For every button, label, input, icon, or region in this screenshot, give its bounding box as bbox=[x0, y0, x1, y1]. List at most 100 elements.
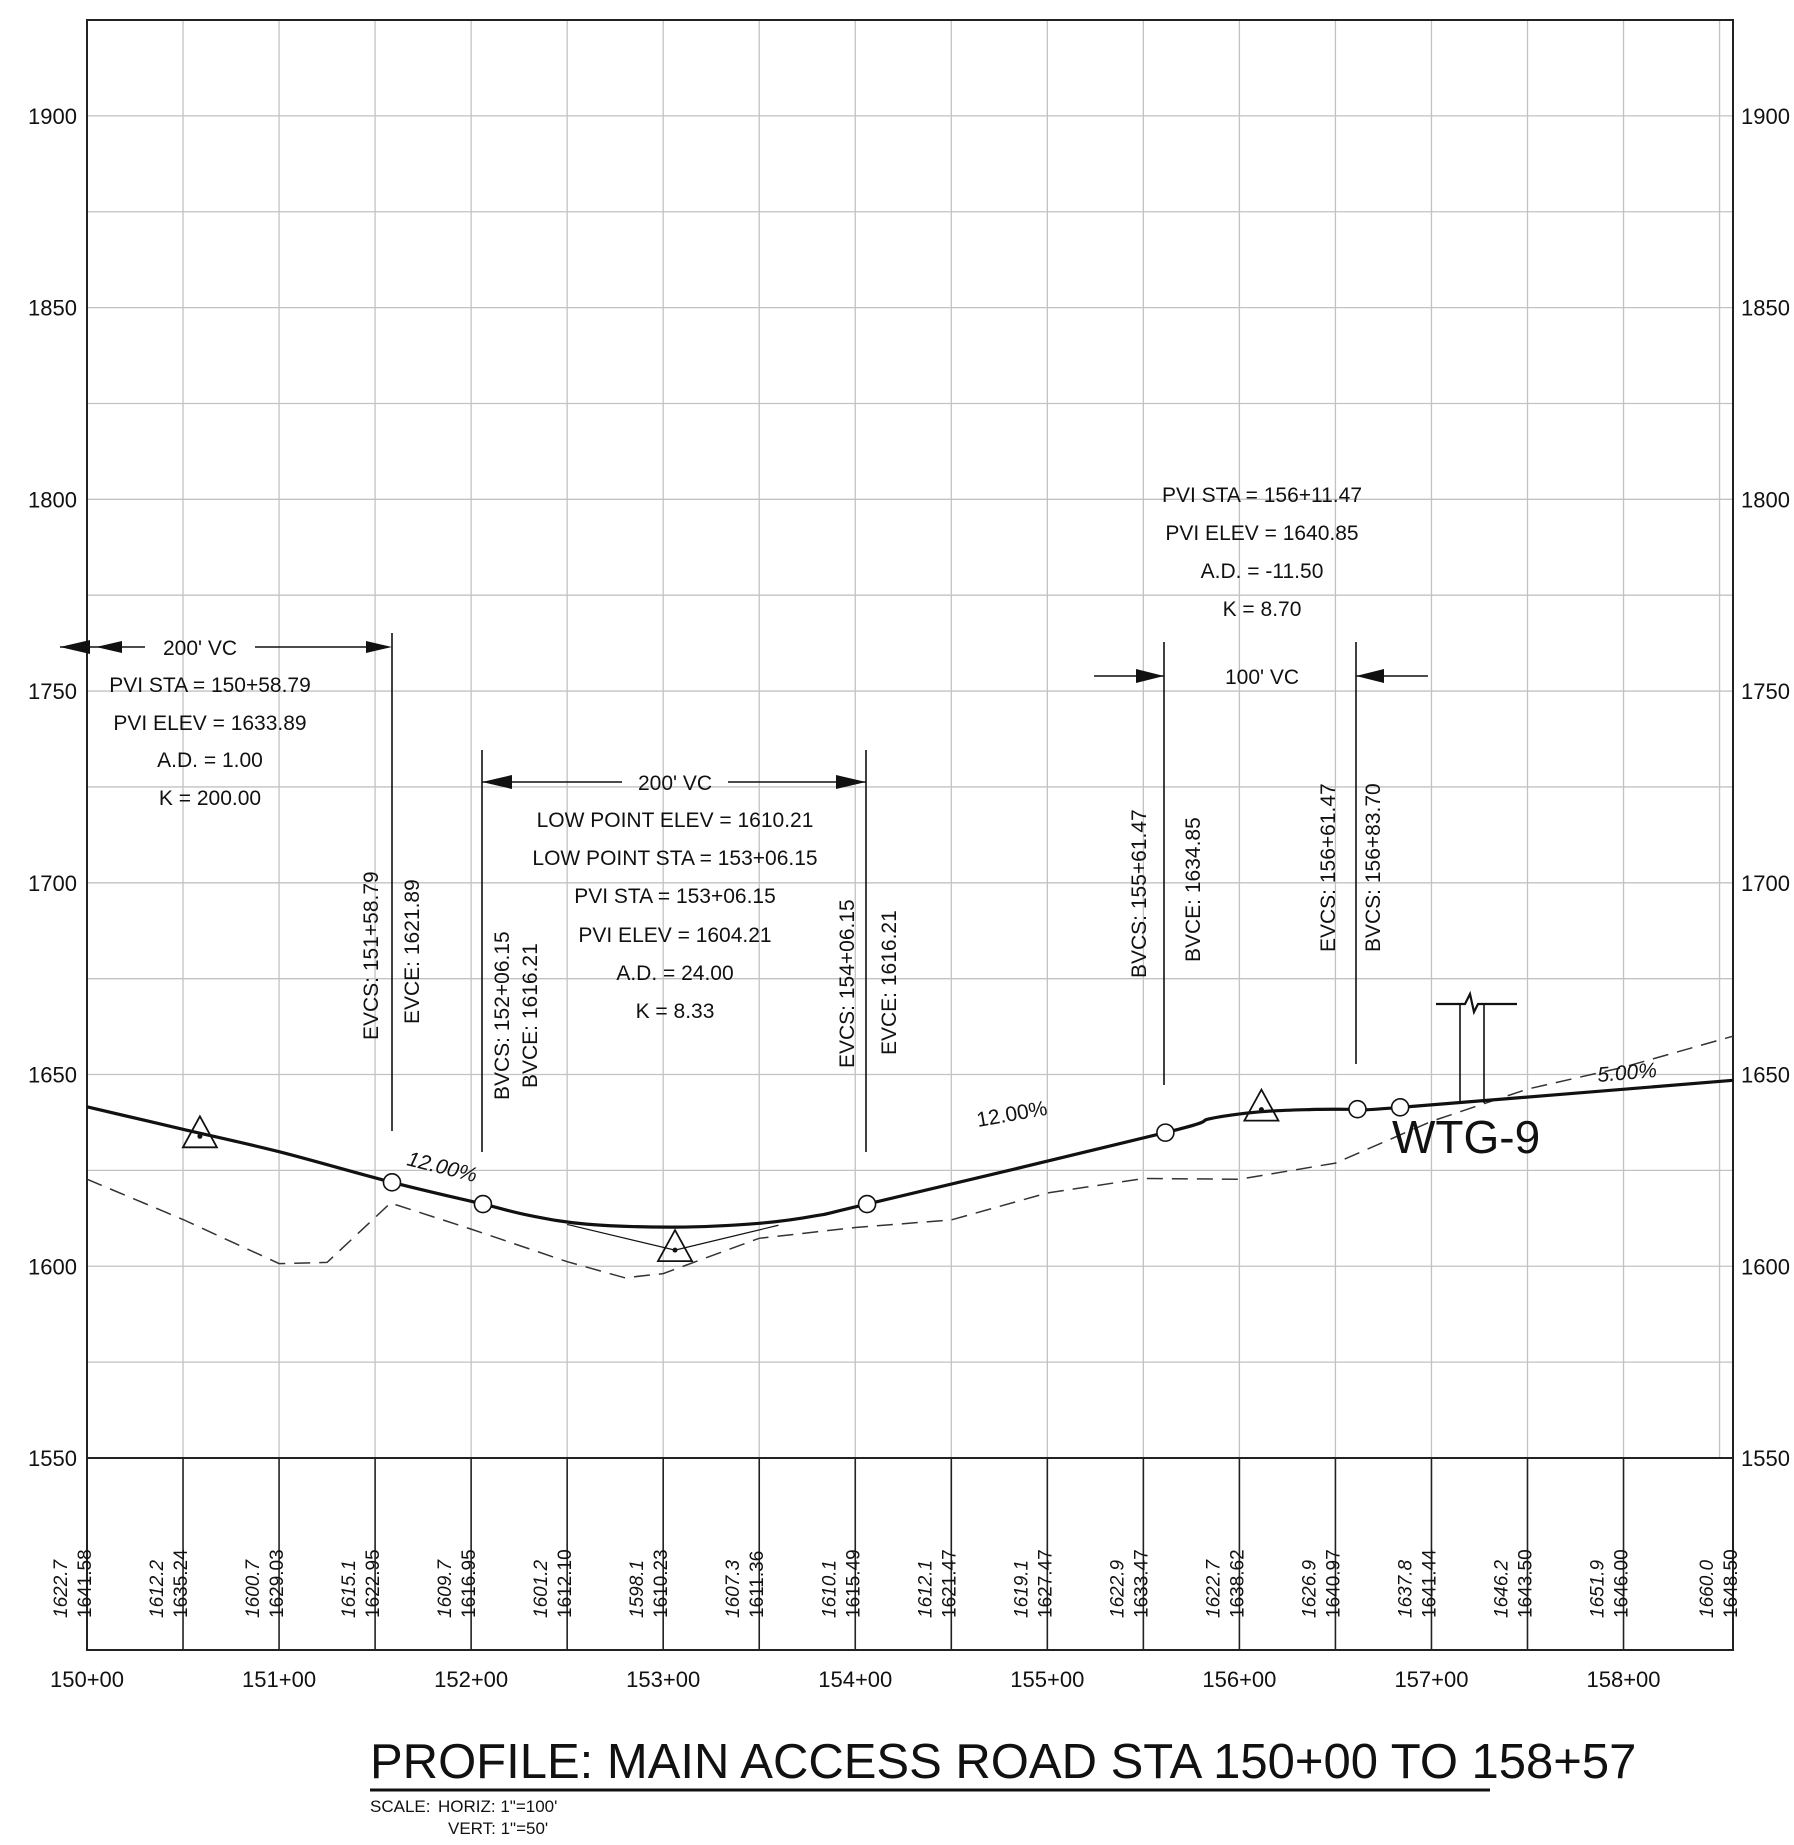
table-existing-elev: 1626.9 bbox=[1299, 1559, 1320, 1618]
x-tick-label: 155+00 bbox=[1010, 1667, 1084, 1692]
table-proposed-elev: 1646.00 bbox=[1612, 1549, 1633, 1618]
x-tick-label: 152+00 bbox=[434, 1667, 508, 1692]
y-tick-label-left: 1650 bbox=[28, 1063, 77, 1088]
curve2-k: K = 8.33 bbox=[636, 1000, 715, 1023]
table-proposed-elev: 1612.10 bbox=[555, 1549, 576, 1618]
scale-vert: VERT: 1"=50' bbox=[448, 1819, 548, 1838]
y-tick-label-left: 1900 bbox=[28, 104, 77, 129]
sag-tangent-right bbox=[674, 1224, 779, 1251]
y-tick-label-right: 1700 bbox=[1741, 871, 1790, 896]
table-proposed-elev: 1621.47 bbox=[939, 1549, 960, 1618]
evcs-151-label: EVCS: 151+58.79 bbox=[360, 871, 383, 1040]
table-proposed-elev: 1648.50 bbox=[1721, 1549, 1742, 1618]
table-existing-elev: 1600.7 bbox=[243, 1558, 264, 1618]
existing-ground-line bbox=[86, 1035, 1734, 1279]
table-existing-elev: 1615.1 bbox=[339, 1560, 360, 1618]
table-existing-elev: 1637.8 bbox=[1395, 1559, 1416, 1618]
y-tick-label-left: 1550 bbox=[28, 1446, 77, 1471]
evcs-154-label: EVCS: 154+06.15 bbox=[836, 899, 859, 1068]
table-existing-elev: 1622.9 bbox=[1107, 1559, 1128, 1618]
scale-heading: SCALE: bbox=[370, 1797, 430, 1816]
evcs-156-label: EVCS: 156+61.47 bbox=[1317, 783, 1340, 952]
x-tick-label: 156+00 bbox=[1202, 1667, 1276, 1692]
table-existing-elev: 1622.7 bbox=[1203, 1558, 1224, 1618]
curve3-k: K = 8.70 bbox=[1223, 598, 1302, 621]
table-existing-elev: 1619.1 bbox=[1011, 1560, 1032, 1618]
grid-lines: 1550 1550 1600 1600 1650 1650 1700 1700 1750 1750… bbox=[28, 19, 1790, 1471]
curve3-pvi-elev: PVI ELEV = 1640.85 bbox=[1165, 522, 1358, 545]
grade-label-2: 12.00% bbox=[975, 1097, 1049, 1132]
curve2-low-point-sta: LOW POINT STA = 153+06.15 bbox=[532, 847, 817, 870]
table-proposed-elev: 1643.50 bbox=[1515, 1549, 1536, 1618]
bvcs-155-label: BVCS: 155+61.47 bbox=[1128, 809, 1151, 978]
x-tick-label: 158+00 bbox=[1587, 1667, 1661, 1692]
curve1-pvi-elev: PVI ELEV = 1633.89 bbox=[113, 712, 306, 735]
y-tick-label-right: 1900 bbox=[1741, 104, 1790, 129]
curve1-pvi-sta: PVI STA = 150+58.79 bbox=[109, 674, 311, 697]
existing-ground-group bbox=[86, 1035, 1734, 1279]
table-existing-elev: 1609.7 bbox=[435, 1558, 456, 1618]
curve2-vc-length: 200' VC bbox=[638, 772, 712, 795]
grade-label-1: 12.00% bbox=[405, 1148, 480, 1188]
wtg-tie-in-symbol bbox=[1436, 990, 1517, 1103]
curve-point-marker bbox=[473, 1194, 493, 1214]
y-tick-label-right: 1650 bbox=[1741, 1063, 1790, 1088]
drawing-title: PROFILE: MAIN ACCESS ROAD STA 150+00 TO … bbox=[370, 1735, 1636, 1789]
pvi-point bbox=[197, 1133, 203, 1139]
table-existing-elev: 1651.9 bbox=[1588, 1559, 1609, 1618]
x-tick-label: 154+00 bbox=[818, 1667, 892, 1692]
table-existing-elev: 1660.0 bbox=[1697, 1559, 1718, 1618]
y-tick-label-right: 1600 bbox=[1741, 1254, 1790, 1279]
table-proposed-elev: 1622.95 bbox=[363, 1549, 384, 1618]
x-tick-label: 150+00 bbox=[50, 1667, 124, 1692]
vc-dimension-lines bbox=[60, 633, 1428, 1152]
y-tick-label-left: 1700 bbox=[28, 871, 77, 896]
x-tick-label: 151+00 bbox=[242, 1667, 316, 1692]
table-frame bbox=[86, 1457, 1734, 1651]
pvi-triangle-marker bbox=[181, 1114, 219, 1149]
evce-154-label: EVCE: 1616.21 bbox=[878, 910, 901, 1055]
y-tick-label-left: 1600 bbox=[28, 1254, 77, 1279]
curve-point-marker bbox=[1348, 1099, 1367, 1119]
table-proposed-elev: 1629.03 bbox=[267, 1549, 288, 1618]
bvce-155-label: BVCE: 1634.85 bbox=[1182, 817, 1205, 962]
table-proposed-elev: 1641.58 bbox=[75, 1549, 96, 1618]
curve-point-marker bbox=[1390, 1098, 1410, 1117]
pvi-triangle-marker bbox=[1242, 1087, 1280, 1122]
table-existing-elev: 1601.2 bbox=[531, 1559, 552, 1618]
curve1-ad: A.D. = 1.00 bbox=[157, 749, 263, 772]
sag-tangent-left bbox=[567, 1223, 676, 1251]
bvcs-152-label: BVCS: 152+06.15 bbox=[491, 931, 514, 1100]
proposed-profile-group bbox=[86, 1078, 1734, 1263]
pvi-point bbox=[1258, 1107, 1264, 1113]
curve3-vc-length: 100' VC bbox=[1225, 666, 1299, 689]
table-existing-elev: 1646.2 bbox=[1491, 1559, 1512, 1618]
scale-horiz: HORIZ: 1"=100' bbox=[438, 1797, 557, 1816]
plot-frame bbox=[86, 19, 1734, 1459]
curve1-k: K = 200.00 bbox=[159, 787, 261, 810]
curve-point-marker bbox=[1156, 1123, 1175, 1142]
curve-point-marker bbox=[857, 1194, 877, 1214]
curve2-pvi-sta: PVI STA = 153+06.15 bbox=[574, 885, 776, 908]
pvi-triangle-marker bbox=[656, 1228, 694, 1263]
table-existing-elev: 1610.1 bbox=[819, 1560, 840, 1618]
table-existing-elev: 1612.2 bbox=[147, 1559, 168, 1618]
table-existing-elev: 1612.1 bbox=[915, 1560, 936, 1618]
table-proposed-elev: 1638.62 bbox=[1227, 1549, 1248, 1618]
x-tick-label: 157+00 bbox=[1394, 1667, 1468, 1692]
curve1-vc-length: 200' VC bbox=[163, 637, 237, 660]
curve2-ad: A.D. = 24.00 bbox=[616, 962, 733, 985]
bvce-152-label: BVCE: 1616.21 bbox=[519, 943, 542, 1088]
y-tick-label-right: 1550 bbox=[1741, 1446, 1790, 1471]
y-tick-label-right: 1850 bbox=[1741, 296, 1790, 321]
pvi-point bbox=[672, 1247, 678, 1253]
evce-151-label: EVCE: 1621.89 bbox=[401, 879, 424, 1024]
y-tick-label-left: 1800 bbox=[28, 487, 77, 512]
grade-label-3: 5.00% bbox=[1596, 1059, 1657, 1087]
table-proposed-elev: 1611.36 bbox=[747, 1551, 768, 1618]
table-existing-elev: 1622.7 bbox=[51, 1558, 72, 1618]
table-proposed-elev: 1633.47 bbox=[1131, 1549, 1152, 1618]
elevation-table-grid: 1622.7 1641.58 1612.2 1635.24 1600.7 1629.03 1… bbox=[50, 1457, 1742, 1692]
wtg-9-label: WTG-9 bbox=[1392, 1111, 1540, 1163]
